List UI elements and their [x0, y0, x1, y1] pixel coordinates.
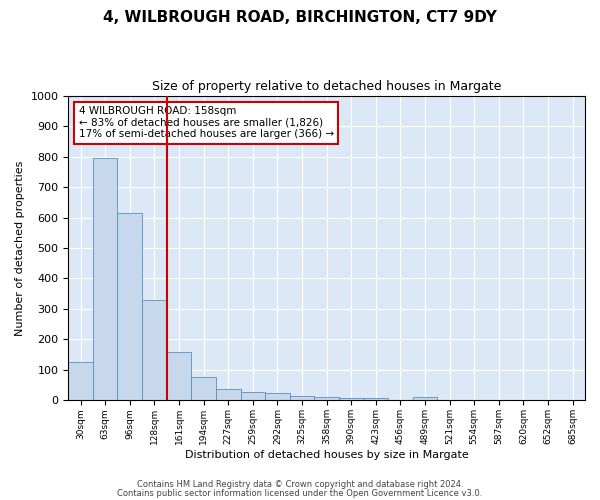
Bar [191, 376, 216, 400]
Y-axis label: Number of detached properties: Number of detached properties [15, 160, 25, 336]
Bar [142, 300, 167, 400]
Title: Size of property relative to detached houses in Margate: Size of property relative to detached ho… [152, 80, 502, 93]
Bar [68, 362, 93, 401]
Bar [413, 398, 437, 400]
Bar [290, 396, 314, 400]
Text: 4 WILBROUGH ROAD: 158sqm
← 83% of detached houses are smaller (1,826)
17% of sem: 4 WILBROUGH ROAD: 158sqm ← 83% of detach… [79, 106, 334, 140]
Bar [216, 389, 241, 400]
Text: Contains HM Land Registry data © Crown copyright and database right 2024.: Contains HM Land Registry data © Crown c… [137, 480, 463, 489]
Bar [265, 393, 290, 400]
Bar [118, 213, 142, 400]
Bar [167, 352, 191, 401]
Bar [93, 158, 118, 400]
Bar [339, 398, 364, 400]
Bar [241, 392, 265, 400]
Bar [364, 398, 388, 400]
Text: 4, WILBROUGH ROAD, BIRCHINGTON, CT7 9DY: 4, WILBROUGH ROAD, BIRCHINGTON, CT7 9DY [103, 10, 497, 25]
Bar [314, 397, 339, 400]
Text: Contains public sector information licensed under the Open Government Licence v3: Contains public sector information licen… [118, 488, 482, 498]
X-axis label: Distribution of detached houses by size in Margate: Distribution of detached houses by size … [185, 450, 469, 460]
